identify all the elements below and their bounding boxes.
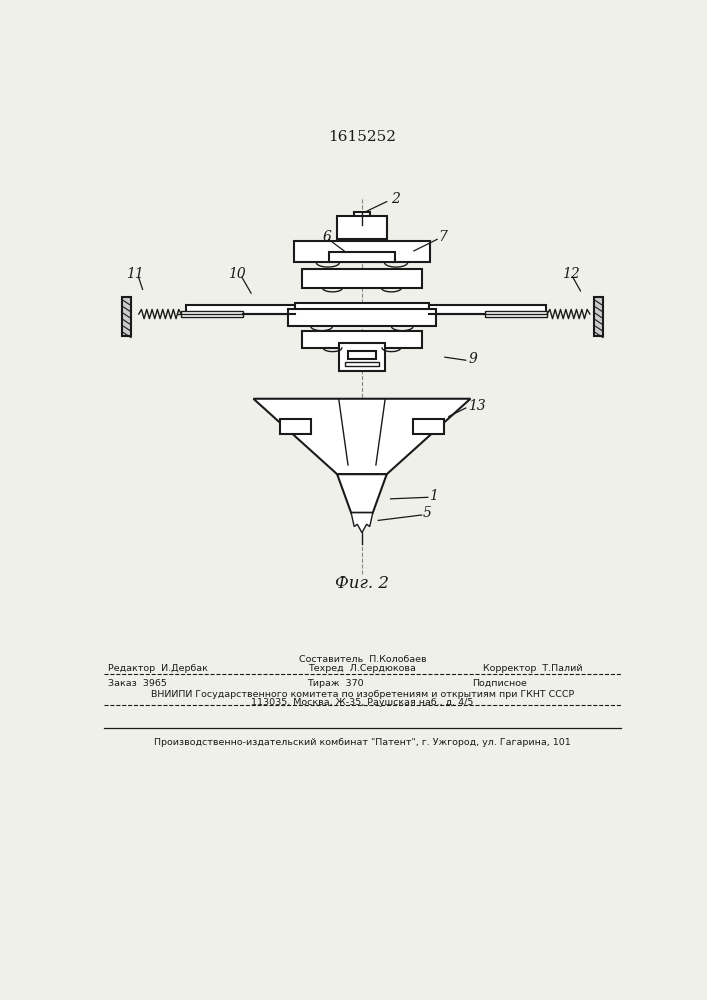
Text: Редактор  И.Дербак: Редактор И.Дербак xyxy=(107,664,208,673)
Text: 1615252: 1615252 xyxy=(328,130,397,144)
Bar xyxy=(355,514,369,520)
Bar xyxy=(485,311,547,317)
Bar xyxy=(413,419,444,434)
Bar xyxy=(288,309,436,326)
Text: 7: 7 xyxy=(438,230,448,244)
Text: Корректор  Т.Палий: Корректор Т.Палий xyxy=(483,664,583,673)
Bar xyxy=(301,269,422,288)
Bar xyxy=(186,305,295,314)
Text: Техред  Л.Сердюкова: Техред Л.Сердюкова xyxy=(308,664,416,673)
Polygon shape xyxy=(351,513,373,533)
Polygon shape xyxy=(253,399,470,474)
Text: 13: 13 xyxy=(468,399,486,413)
Text: 2: 2 xyxy=(391,192,399,206)
Text: 113035, Москва, Ж-35, Раушская наб., д. 4/5: 113035, Москва, Ж-35, Раушская наб., д. … xyxy=(251,698,474,707)
Bar xyxy=(348,351,376,359)
Text: Тираж  370: Тираж 370 xyxy=(307,679,363,688)
Text: 9: 9 xyxy=(468,352,477,366)
Text: Заказ  3965: Заказ 3965 xyxy=(107,679,167,688)
Text: 6: 6 xyxy=(322,230,332,244)
Text: Составитель  П.Колобаев: Составитель П.Колобаев xyxy=(298,654,426,664)
Bar xyxy=(301,331,422,348)
Bar xyxy=(295,303,429,316)
Bar xyxy=(182,311,243,317)
Bar xyxy=(280,419,311,434)
Bar xyxy=(339,343,385,371)
Text: Производственно-издательский комбинат "Патент", г. Ужгород, ул. Гагарина, 101: Производственно-издательский комбинат "П… xyxy=(154,738,571,747)
Bar xyxy=(594,297,603,336)
Text: 12: 12 xyxy=(561,267,579,281)
Bar xyxy=(429,305,546,314)
Bar xyxy=(329,252,395,262)
Text: ВНИИПИ Государственного комитета по изобретениям и открытиям при ГКНТ СССР: ВНИИПИ Государственного комитета по изоб… xyxy=(151,690,574,699)
Text: 1: 1 xyxy=(429,489,438,503)
Text: Подписное: Подписное xyxy=(472,679,527,688)
Text: 10: 10 xyxy=(228,267,246,281)
Text: Фиг. 2: Фиг. 2 xyxy=(335,575,390,592)
Bar xyxy=(122,297,131,336)
Bar xyxy=(293,241,430,262)
Text: 5: 5 xyxy=(423,506,432,520)
Text: 11: 11 xyxy=(126,267,144,281)
Bar xyxy=(337,216,387,239)
Bar xyxy=(354,212,370,225)
Polygon shape xyxy=(337,474,387,513)
Bar xyxy=(345,362,379,366)
Bar xyxy=(349,225,374,239)
